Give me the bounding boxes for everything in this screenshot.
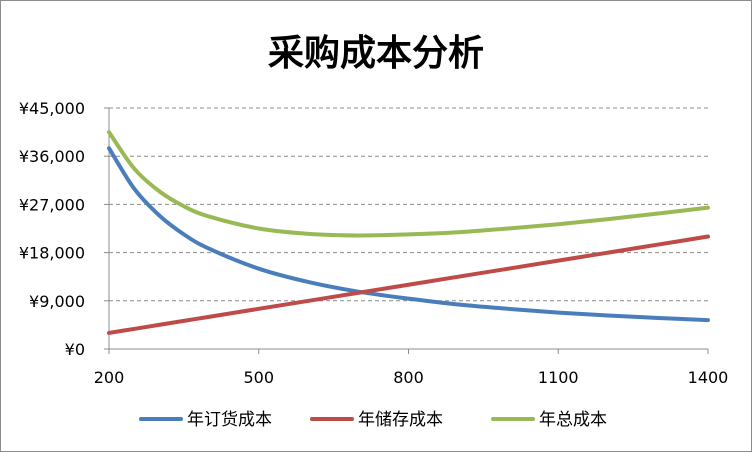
x-tick-label: 1100 xyxy=(538,368,579,387)
series-lines xyxy=(107,130,710,335)
legend-label: 年储存成本 xyxy=(358,410,443,430)
y-axis-tick-labels: ¥0 ¥9,000 ¥18,000 ¥27,000 ¥36,000 ¥45,000 xyxy=(19,99,109,359)
y-tick-label: ¥9,000 xyxy=(29,292,85,311)
series-line-2 xyxy=(107,234,710,335)
axes xyxy=(108,108,708,350)
x-axis-tick-labels: 200 500 800 1100 1400 xyxy=(94,349,729,387)
y-tick-label: ¥0 xyxy=(65,340,85,359)
y-tick-label: ¥36,000 xyxy=(19,147,85,166)
legend: 年订货成本 年储存成本 年总成本 xyxy=(139,410,607,430)
y-tick-label: ¥27,000 xyxy=(19,195,85,214)
legend-label: 年订货成本 xyxy=(187,410,272,430)
gridlines xyxy=(109,107,708,302)
x-tick-label: 500 xyxy=(243,368,274,387)
x-tick-label: 200 xyxy=(94,368,125,387)
series-line-3 xyxy=(107,130,710,238)
x-tick-label: 800 xyxy=(393,368,424,387)
legend-label: 年总成本 xyxy=(539,410,607,430)
x-tick-label: 1400 xyxy=(688,368,729,387)
y-tick-label: ¥18,000 xyxy=(19,244,85,263)
chart-title: 采购成本分析 xyxy=(268,33,484,74)
y-tick-label: ¥45,000 xyxy=(19,99,85,118)
